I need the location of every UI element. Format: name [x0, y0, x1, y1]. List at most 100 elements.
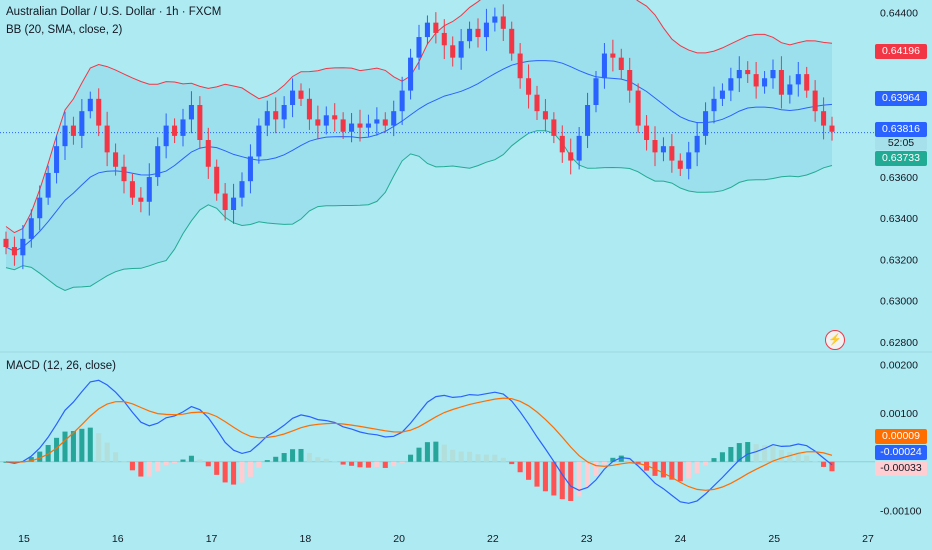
macd-histogram-bar	[239, 461, 245, 483]
symbol-title[interactable]: Australian Dollar / U.S. Dollar · 1h · F…	[6, 6, 222, 18]
candle-body	[349, 123, 355, 132]
macd-indicator-label[interactable]: MACD (12, 26, close)	[6, 360, 116, 372]
candle-body	[197, 105, 203, 140]
candle-body	[11, 247, 17, 256]
time-tick-label: 25	[768, 533, 780, 545]
candle-body	[526, 78, 532, 95]
macd-histogram-bar	[264, 460, 270, 462]
macd-histogram-bar	[138, 461, 144, 477]
macd-histogram-bar	[618, 455, 624, 462]
candle-body	[222, 193, 228, 210]
candle-body	[172, 125, 178, 136]
histogram-tag: -0.00033	[875, 461, 927, 476]
upper-band-tag: 0.64196	[875, 44, 927, 59]
macd-histogram-bar	[804, 455, 810, 462]
macd-histogram-bar	[298, 448, 304, 462]
candle-body	[129, 181, 135, 198]
macd-histogram-bar	[231, 461, 237, 485]
candle-body	[382, 119, 388, 126]
alert-icon[interactable]: ⚡	[825, 330, 845, 350]
candle-body	[483, 22, 489, 38]
candle-body	[821, 111, 827, 126]
time-tick-label: 27	[862, 533, 874, 545]
macd-histogram-bar	[79, 428, 85, 462]
macd-histogram-bar	[534, 461, 540, 487]
candle-body	[37, 197, 43, 219]
macd-histogram-bar	[601, 461, 607, 465]
macd-histogram-bar	[450, 449, 456, 462]
macd-histogram-bar	[526, 461, 532, 480]
macd-histogram-bar	[492, 454, 498, 462]
macd-histogram-bar	[113, 452, 119, 462]
macd-histogram-bar	[559, 461, 565, 500]
price-tick-label: 0.63400	[880, 213, 918, 225]
candle-body	[652, 140, 658, 153]
candle-countdown: 52:05	[875, 137, 927, 150]
candle-body	[357, 123, 363, 128]
candle-body	[644, 125, 650, 140]
bb-fill	[6, 0, 832, 291]
macd-histogram-bar	[703, 461, 709, 466]
candle-body	[770, 70, 776, 79]
candle-body	[627, 70, 633, 91]
macd-histogram-bar	[197, 459, 203, 462]
macd-histogram-bar	[719, 452, 725, 462]
candle-body	[188, 105, 194, 120]
macd-histogram-bar	[399, 461, 405, 463]
candle-body	[163, 125, 169, 147]
candle-body	[231, 197, 237, 210]
candle-body	[205, 140, 211, 167]
candle-body	[753, 74, 759, 87]
macd-histogram-bar	[500, 457, 506, 462]
macd-histogram-bar	[357, 461, 363, 468]
candle-body	[306, 98, 312, 120]
macd-histogram-bar	[365, 461, 371, 468]
macd-histogram-bar	[104, 442, 110, 462]
candle-body	[551, 119, 557, 136]
bb-indicator-label[interactable]: BB (20, SMA, close, 2)	[6, 24, 123, 36]
candle-body	[424, 22, 430, 38]
macd-histogram-bar	[96, 433, 102, 462]
candle-body	[3, 238, 9, 248]
price-tick-label: 0.63000	[880, 296, 918, 308]
candle-body	[576, 135, 582, 161]
candle-body	[458, 41, 464, 58]
macd-histogram-bar	[28, 457, 34, 462]
macd-histogram-bar	[205, 461, 211, 467]
candle-body	[669, 146, 675, 161]
macd-histogram-bar	[686, 461, 692, 479]
candle-body	[433, 22, 439, 33]
time-tick-label: 20	[393, 533, 405, 545]
candle-body	[711, 98, 717, 112]
macd-histogram-bar	[753, 444, 759, 462]
macd-value-tag: -0.00024	[875, 445, 927, 460]
macd-histogram-bar	[745, 442, 751, 462]
candle-body	[45, 172, 51, 198]
macd-histogram-bar	[382, 461, 388, 468]
macd-tick-label: 0.00100	[880, 408, 918, 420]
macd-histogram-bar	[593, 461, 599, 477]
time-tick-label: 22	[487, 533, 499, 545]
candle-body	[601, 53, 607, 79]
macd-histogram-bar	[290, 449, 296, 462]
candle-body	[728, 78, 734, 91]
macd-histogram-bar	[467, 451, 473, 462]
candle-body	[273, 111, 279, 120]
time-tick-label: 24	[675, 533, 687, 545]
macd-histogram-bar	[694, 461, 700, 474]
candle-body	[214, 166, 220, 194]
candle-body	[635, 90, 641, 126]
macd-histogram-bar	[146, 461, 152, 477]
macd-histogram-bar	[273, 456, 279, 462]
candle-body	[391, 111, 397, 126]
macd-histogram-bar	[323, 458, 329, 462]
candle-body	[542, 111, 548, 120]
candle-body	[20, 238, 26, 256]
candle-body	[534, 94, 540, 112]
signal-line	[5, 397, 833, 491]
candle-body	[374, 119, 380, 124]
macd-histogram-bar	[54, 437, 60, 462]
